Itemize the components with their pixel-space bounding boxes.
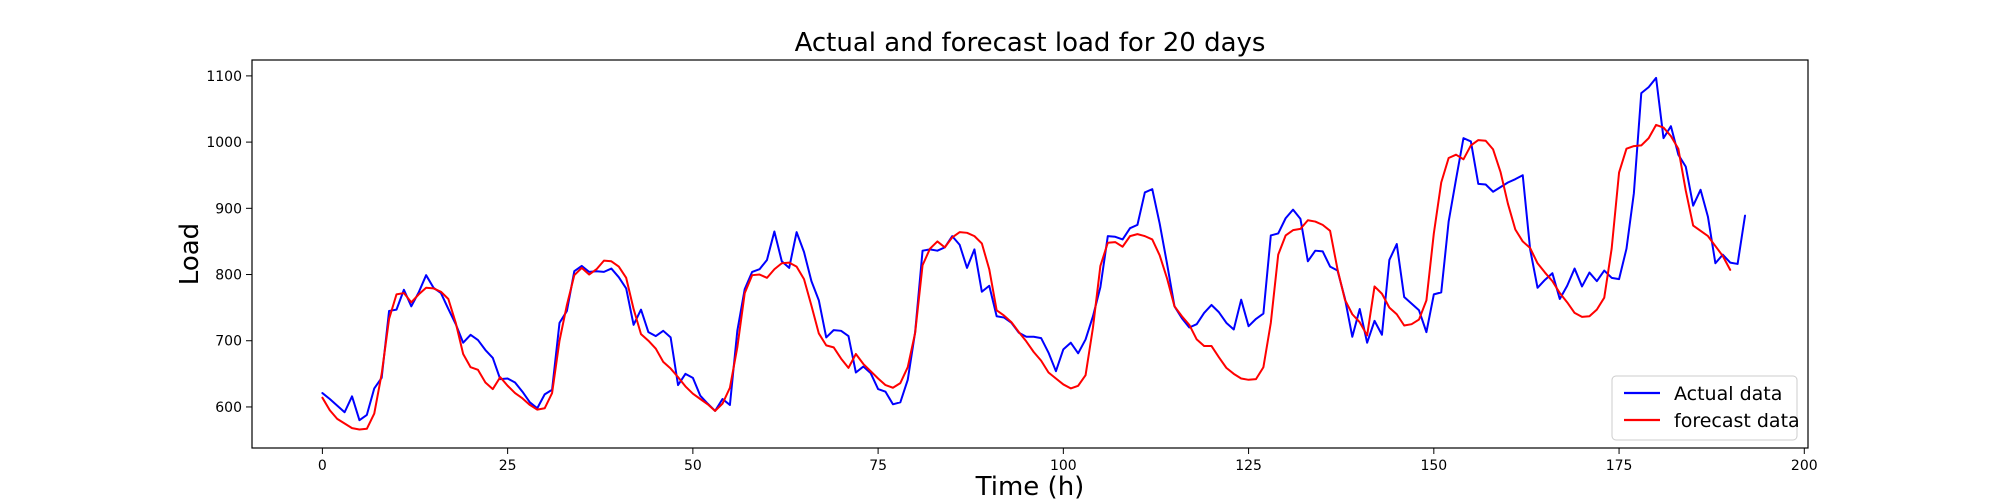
plot-area — [251, 59, 1809, 449]
x-axis: 0 25 50 75 100 125 150 175 200 — [318, 448, 1818, 474]
series-line-actual — [321, 76, 1747, 422]
y-tick-label: 600 — [215, 400, 242, 416]
y-axis-label: Load — [175, 223, 205, 285]
series-line-forecast — [321, 123, 1732, 431]
x-axis-label: Time (h) — [975, 472, 1085, 500]
x-tick-label: 75 — [869, 458, 887, 474]
legend-label-forecast: forecast data — [1674, 410, 1800, 432]
x-tick-label: 50 — [684, 458, 702, 474]
x-tick-label: 175 — [1606, 458, 1633, 474]
y-tick-label: 900 — [215, 201, 242, 217]
y-tick-label: 700 — [215, 334, 242, 350]
legend-label-actual: Actual data — [1674, 383, 1782, 405]
x-tick-label: 0 — [318, 458, 327, 474]
x-tick-label: 150 — [1420, 458, 1447, 474]
legend: Actual data forecast data — [1611, 375, 1800, 441]
y-tick-label: 1100 — [206, 69, 242, 85]
x-tick-label: 200 — [1791, 458, 1818, 474]
x-tick-label: 100 — [1050, 458, 1077, 474]
x-tick-label: 25 — [499, 458, 517, 474]
chart-title: Actual and forecast load for 20 days — [795, 28, 1266, 58]
y-tick-label: 1000 — [206, 135, 242, 151]
y-tick-label: 800 — [215, 268, 242, 284]
series-layer — [321, 76, 1747, 431]
x-tick-label: 125 — [1235, 458, 1262, 474]
y-axis: 600 700 800 900 1000 1100 — [206, 69, 252, 416]
